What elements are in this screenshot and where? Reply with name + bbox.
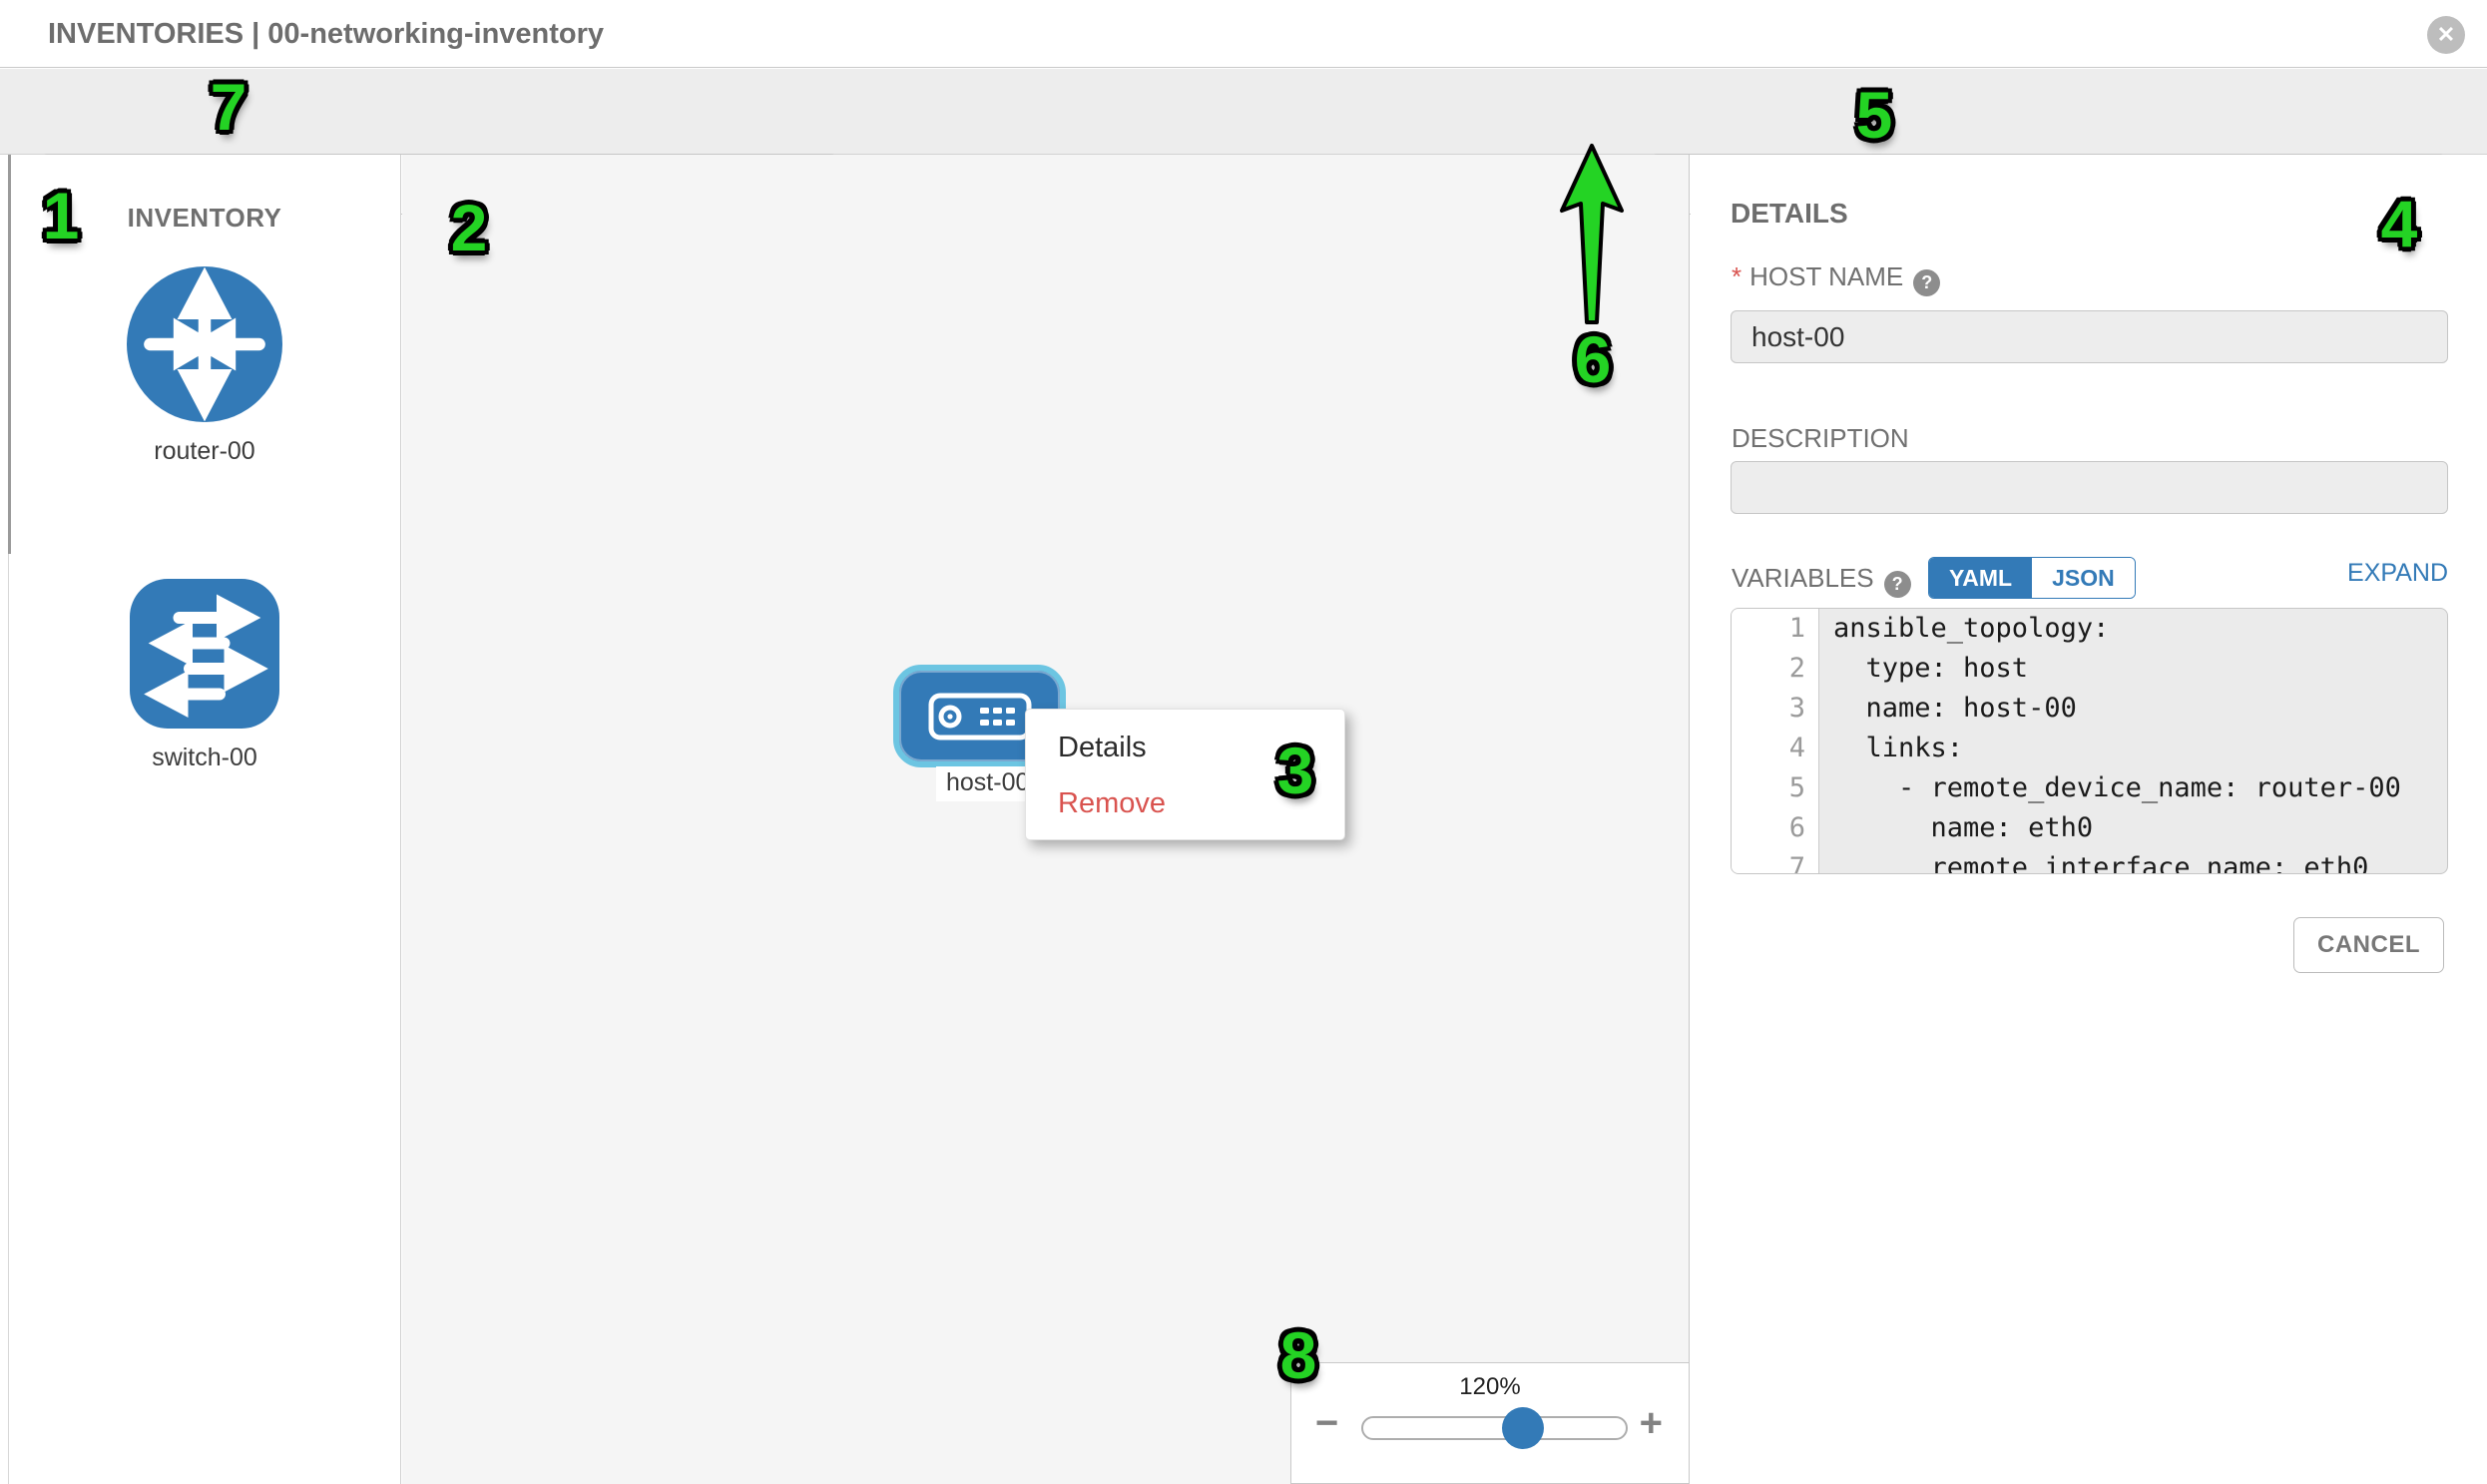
sidebar-scrollbar[interactable] bbox=[8, 155, 11, 554]
header: INVENTORIES | 00-networking-inventory ✕ bbox=[0, 0, 2487, 68]
editor-line: 3 name: host-00 bbox=[1788, 693, 2077, 724]
editor-line: 4 links: bbox=[1788, 733, 1964, 763]
zoom-in-button[interactable]: + bbox=[1639, 1401, 1663, 1445]
editor-line: 1 ansible_topology: bbox=[1788, 613, 2110, 644]
palette-item-switch[interactable]: switch-00 bbox=[9, 579, 400, 772]
host-node-label: host-00 bbox=[936, 766, 1040, 801]
question-circle-icon[interactable]: ? bbox=[1913, 269, 1941, 296]
context-menu-item-details[interactable]: Details bbox=[1058, 732, 1147, 763]
zoom-widget: 120% − + bbox=[1290, 1362, 1690, 1484]
required-asterisk: * bbox=[1732, 261, 1742, 291]
zoom-slider-thumb[interactable] bbox=[1502, 1407, 1544, 1449]
description-label: DESCRIPTION bbox=[1732, 423, 1909, 453]
toolbar: ACTIONS SEARCH bbox=[0, 69, 2487, 215]
node-context-menu: Details Remove bbox=[1025, 709, 1345, 840]
json-toggle-button[interactable]: JSON bbox=[2032, 558, 2135, 598]
close-icon[interactable]: ✕ bbox=[2427, 16, 2465, 54]
details-panel-title: DETAILS bbox=[1731, 198, 1848, 229]
variables-label: VARIABLES? bbox=[1732, 563, 1911, 598]
variables-code-editor[interactable]: 1 ansible_topology: 2 type: host 3 name: … bbox=[1731, 608, 2448, 874]
annotation-6: 6 bbox=[1574, 322, 1612, 396]
palette-item-label: router-00 bbox=[154, 437, 255, 465]
editor-gutter bbox=[1732, 609, 1819, 873]
palette-item-router[interactable]: router-00 bbox=[9, 266, 400, 466]
variables-format-toggle: YAML JSON bbox=[1928, 557, 2136, 599]
sidebar-title: INVENTORY bbox=[127, 203, 282, 233]
context-menu-item-remove[interactable]: Remove bbox=[1058, 787, 1166, 819]
host-name-label: * HOST NAME? bbox=[1732, 261, 1941, 296]
annotation-up-arrow-icon bbox=[1556, 142, 1628, 332]
cancel-button[interactable]: CANCEL bbox=[2293, 917, 2444, 973]
page-title: INVENTORIES | 00-networking-inventory bbox=[48, 18, 605, 50]
annotation-1: 1 bbox=[42, 179, 80, 252]
annotation-7: 7 bbox=[210, 70, 248, 144]
palette-item-label: switch-00 bbox=[152, 743, 257, 771]
annotation-2: 2 bbox=[450, 191, 488, 264]
annotation-3: 3 bbox=[1276, 734, 1314, 807]
annotation-8: 8 bbox=[1279, 1318, 1317, 1392]
host-name-input[interactable] bbox=[1731, 310, 2448, 363]
editor-line: 2 type: host bbox=[1788, 653, 2029, 684]
router-icon bbox=[127, 266, 282, 422]
editor-line: 6 name: eth0 bbox=[1788, 812, 2094, 843]
inventory-sidebar: INVENTORY router-00 bbox=[8, 155, 401, 1484]
switch-icon bbox=[130, 579, 279, 729]
annotation-5: 5 bbox=[1855, 78, 1893, 152]
zoom-slider-track[interactable] bbox=[1361, 1416, 1628, 1440]
editor-line: 5 - remote_device_name: router-00 bbox=[1788, 772, 2401, 803]
zoom-level-value: 120% bbox=[1459, 1373, 1521, 1400]
expand-link[interactable]: EXPAND bbox=[2347, 559, 2448, 587]
zoom-out-button[interactable]: − bbox=[1315, 1401, 1339, 1445]
annotation-4: 4 bbox=[2380, 187, 2418, 260]
description-input[interactable] bbox=[1731, 461, 2448, 514]
editor-line: 7 remote_interface_name: eth0 bbox=[1788, 852, 2369, 874]
question-circle-icon[interactable]: ? bbox=[1883, 571, 1911, 598]
yaml-toggle-button[interactable]: YAML bbox=[1929, 558, 2033, 598]
